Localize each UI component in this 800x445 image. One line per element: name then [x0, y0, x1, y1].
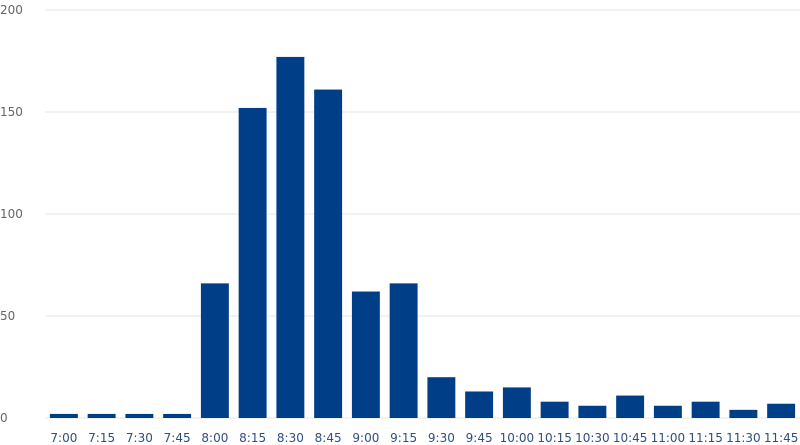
- y-tick-label: 50: [0, 309, 15, 323]
- bar: [691, 401, 720, 418]
- bar: [465, 391, 494, 418]
- y-tick-label: 200: [0, 3, 23, 17]
- x-tick-label: 8:15: [239, 431, 266, 445]
- x-tick-label: 8:45: [315, 431, 342, 445]
- bar: [87, 413, 116, 418]
- x-axis-ticks: 7:00 7:15 7:30 7:45 8:00 8:15 8:30 8:45 9:00 9:15…: [50, 431, 798, 445]
- x-tick-label: 9:30: [428, 431, 455, 445]
- bar: [427, 377, 456, 418]
- bar: [578, 405, 607, 418]
- bar: [351, 291, 380, 418]
- x-tick-label: 10:00: [500, 431, 535, 445]
- x-tick-label: 7:15: [88, 431, 115, 445]
- x-tick-label: 11:45: [764, 431, 799, 445]
- bar: [729, 409, 758, 418]
- x-tick-label: 9:45: [466, 431, 493, 445]
- x-tick-label: 8:00: [201, 431, 228, 445]
- bar: [540, 401, 569, 418]
- x-tick-label: 11:30: [726, 431, 761, 445]
- x-tick-label: 10:45: [613, 431, 648, 445]
- grid-layer: [45, 9, 800, 419]
- x-tick-label: 11:15: [688, 431, 723, 445]
- bar: [125, 413, 154, 418]
- x-tick-label: 7:45: [164, 431, 191, 445]
- bar: [389, 283, 418, 418]
- bar: [616, 395, 645, 418]
- bar: [163, 413, 192, 418]
- y-tick-label: 0: [0, 411, 8, 425]
- x-tick-label: 8:30: [277, 431, 304, 445]
- bar: [653, 405, 682, 418]
- bar: [238, 107, 267, 419]
- bar: [767, 403, 796, 418]
- x-tick-label: 7:30: [126, 431, 153, 445]
- x-tick-label: 7:00: [50, 431, 77, 445]
- x-tick-label: 10:30: [575, 431, 610, 445]
- y-tick-label: 150: [0, 105, 23, 119]
- x-tick-label: 11:00: [651, 431, 686, 445]
- bar: [502, 387, 531, 418]
- y-tick-label: 100: [0, 207, 23, 221]
- bar-layer: [49, 56, 796, 419]
- x-tick-label: 9:00: [352, 431, 379, 445]
- x-tick-label: 10:15: [537, 431, 572, 445]
- bar: [276, 56, 305, 419]
- bar: [49, 413, 78, 418]
- bar: [314, 89, 343, 418]
- y-axis-ticks: 0 50 100 150 200: [0, 3, 23, 425]
- x-tick-label: 9:15: [390, 431, 417, 445]
- bar: [200, 283, 229, 418]
